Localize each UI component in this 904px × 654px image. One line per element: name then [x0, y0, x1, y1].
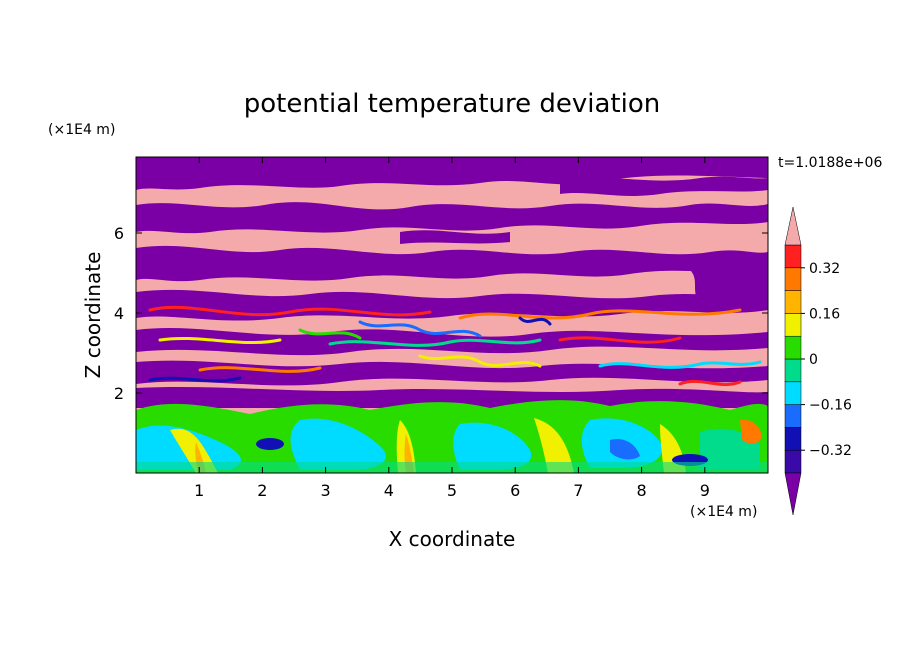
x-unit-label: (×1E4 m) — [690, 504, 757, 520]
colorbar-tick-label: 0.16 — [809, 306, 840, 322]
x-tick-label: 4 — [384, 481, 394, 500]
y-tick-label: 4 — [114, 304, 124, 323]
x-tick-label: 2 — [257, 481, 267, 500]
colorbar-segment — [784, 244, 802, 269]
colorbar-segment — [784, 427, 802, 451]
lower-layer — [136, 400, 768, 473]
x-ticks: 1 2 3 4 5 6 7 8 9 — [194, 157, 710, 500]
x-tick-label: 7 — [573, 481, 583, 500]
mid-layer — [136, 305, 768, 408]
colorbar-segment — [784, 267, 802, 291]
plot-area — [136, 157, 768, 473]
x-tick-label: 9 — [700, 481, 710, 500]
colorbar-tick-label: 0 — [809, 352, 818, 368]
colorbar-upper-extension — [784, 206, 802, 246]
colorbar-segment — [784, 358, 802, 383]
y-ticks: 2 4 6 — [114, 224, 768, 403]
x-tick-label: 1 — [194, 481, 204, 500]
chart-title: potential temperature deviation — [244, 89, 660, 119]
y-tick-label: 6 — [114, 224, 124, 243]
colorbar-tick-label: 0.32 — [809, 261, 840, 277]
time-label: t=1.0188e+06 — [778, 155, 882, 171]
colorbar-tick-label: −0.16 — [809, 398, 852, 414]
colorbar-segment — [784, 404, 802, 428]
colorbar-segment — [784, 381, 802, 405]
y-unit-label: (×1E4 m) — [48, 122, 115, 138]
x-tick-label: 6 — [510, 481, 520, 500]
y-axis-label: Z coordinate — [81, 252, 105, 379]
x-axis-label: X coordinate — [389, 527, 516, 551]
x-tick-label: 5 — [447, 481, 457, 500]
x-tick-label: 8 — [637, 481, 647, 500]
colorbar-segment — [784, 313, 802, 337]
x-tick-label: 3 — [321, 481, 331, 500]
colorbar-segment — [784, 290, 802, 314]
y-tick-label: 2 — [114, 384, 124, 403]
colorbar: 0.32 0.16 0 −0.16 −0.32 — [784, 206, 852, 516]
upper-bands — [136, 157, 768, 321]
colorbar-lower-extension — [784, 472, 802, 516]
colorbar-segment — [784, 449, 802, 474]
colorbar-segment — [784, 335, 802, 360]
colorbar-tick-label: −0.32 — [809, 443, 852, 459]
